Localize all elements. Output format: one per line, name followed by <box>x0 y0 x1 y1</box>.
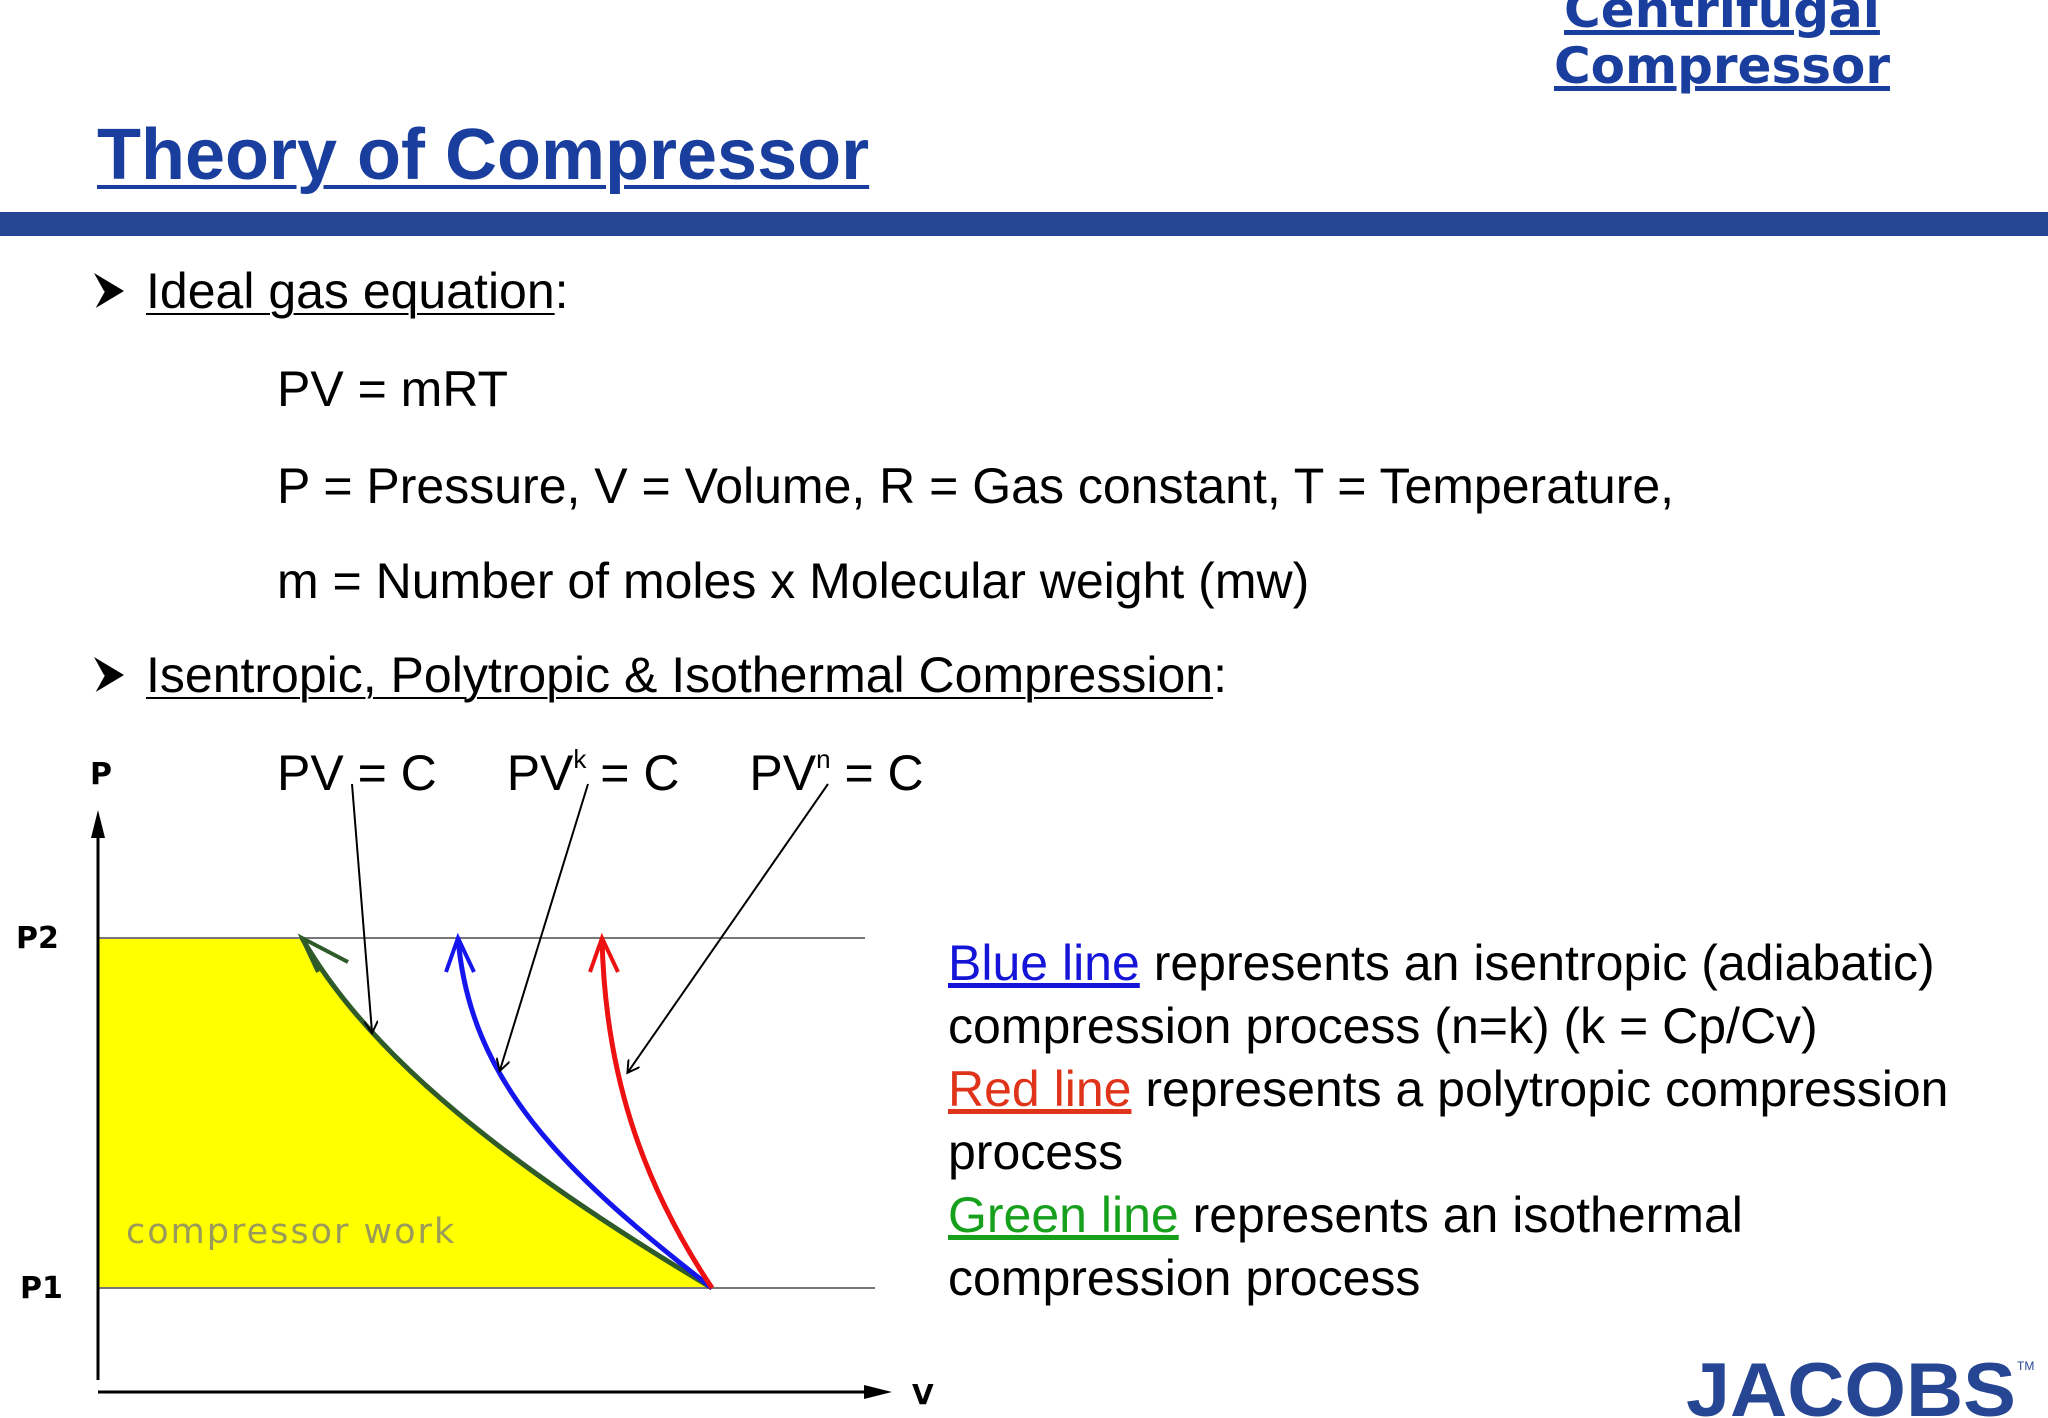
area-label: compressor work <box>126 1212 456 1252</box>
corner-title-line1: Centrifugal <box>1564 0 1880 39</box>
page-title: Theory of Compressor <box>97 115 870 195</box>
compressor-work-area <box>98 938 712 1288</box>
red-line-label: Red line <box>948 1061 1132 1117</box>
isentropic-curve <box>455 937 714 1290</box>
process-equations: PV = C PVk = C PVn = C <box>277 744 924 802</box>
definition-line: m = Number of moles x Molecular weight (… <box>277 553 1310 609</box>
p1-label: P1 <box>20 1271 63 1306</box>
arrow-bullet-icon <box>93 273 124 310</box>
legend-green: Green line represents an isothermal comp… <box>948 1187 1743 1306</box>
bullet-suffix: : <box>554 263 569 319</box>
corner-title-line2: Compressor <box>1553 37 1890 95</box>
bullet-ideal-gas: Ideal gas equation: <box>92 262 569 320</box>
definition-line: P = Pressure, V = Volume, R = Gas consta… <box>277 458 1675 514</box>
arrow-bullet-icon <box>93 657 124 694</box>
y-axis-label: P <box>90 757 112 792</box>
polytropic-equation: PVn = C <box>749 744 924 801</box>
isothermal-curve <box>299 936 714 1291</box>
bullet-compression: Isentropic, Polytropic & Isothermal Comp… <box>92 646 1227 704</box>
isentropic-arrowhead <box>444 932 476 973</box>
leader-isothermal <box>351 783 372 1032</box>
bullet-suffix: : <box>1213 647 1227 703</box>
polytropic-curve <box>599 937 715 1290</box>
blue-line-label: Blue line <box>948 935 1140 991</box>
corner-title[interactable]: Centrifugal Compressor <box>1554 0 1890 94</box>
y-axis-arrow <box>91 810 105 838</box>
polytropic-arrowhead <box>588 932 620 973</box>
green-line-label: Green line <box>948 1187 1179 1243</box>
isothermal-equation: PV = C <box>277 745 437 801</box>
isothermal-arrowhead <box>297 933 349 973</box>
legend-red: Red line represents a polytropic compres… <box>948 1061 1949 1180</box>
p2-label: P2 <box>16 921 59 956</box>
x-axis-label: V <box>912 1378 934 1411</box>
svg-text:JACOBS: JACOBS <box>1686 1356 2016 1418</box>
jacobs-logo: JACOBS TM <box>1686 1356 2034 1418</box>
leader-polytropic <box>628 783 829 1072</box>
legend-blue: Blue line represents an isentropic (adia… <box>948 935 1935 1054</box>
leader-isentropic <box>500 783 589 1070</box>
isentropic-equation: PVk = C <box>506 744 680 801</box>
bullet-heading: Ideal gas equation <box>146 263 555 319</box>
svg-text:TM: TM <box>2017 1359 2034 1373</box>
title-divider-bar <box>0 212 2048 236</box>
equation-line: PV = mRT <box>277 361 509 417</box>
line-legend: Blue line represents an isentropic (adia… <box>948 932 2008 1310</box>
bullet-heading: Isentropic, Polytropic & Isothermal Comp… <box>146 647 1214 703</box>
pv-diagram: P V P2 P1 compressor work <box>16 757 934 1411</box>
x-axis-arrow <box>864 1385 892 1399</box>
